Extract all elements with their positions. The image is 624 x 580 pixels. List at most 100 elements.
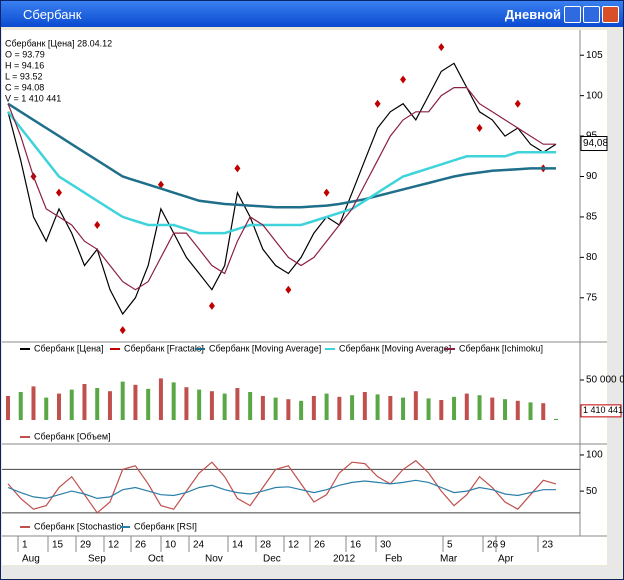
window-title: Сбербанк	[23, 7, 82, 22]
date-label: 23	[542, 540, 554, 551]
date-label: 29	[80, 540, 92, 551]
volume-bar	[171, 382, 176, 420]
month-label: Feb	[385, 554, 403, 565]
volume-tag-label: 1 410 441	[583, 405, 623, 415]
fractal-marker	[400, 75, 407, 84]
volume-bar	[528, 402, 533, 420]
volume-bar	[146, 388, 151, 420]
maximize-button[interactable]	[583, 6, 600, 23]
volume-bar	[477, 395, 482, 420]
series-line	[7, 459, 557, 514]
volume-bar	[413, 391, 418, 420]
series-line	[7, 62, 557, 316]
legend-label: Сбербанк [RSI]	[134, 521, 197, 531]
fractal-marker	[157, 180, 164, 189]
volume-bar	[56, 393, 61, 420]
y-tick-label: 80	[586, 252, 598, 263]
series-line	[7, 479, 556, 500]
fractal-marker	[119, 326, 126, 335]
legend-label: Сбербанк [Stochastic]	[34, 521, 123, 531]
month-label: Oct	[148, 554, 164, 565]
y-tick-label: 85	[586, 212, 598, 223]
month-label: Mar	[440, 554, 458, 565]
fractal-marker	[208, 301, 215, 310]
volume-bar	[133, 384, 138, 420]
date-label: 10	[165, 540, 177, 551]
volume-bar	[273, 397, 278, 420]
timeframe[interactable]: Дневной	[504, 7, 561, 22]
month-label: Dec	[263, 554, 281, 565]
date-label: 28	[260, 540, 272, 551]
volume-bar	[184, 387, 189, 420]
volume-bar	[490, 397, 495, 420]
legend-label: Сбербанк [Цена]	[34, 343, 104, 353]
volume-bar	[515, 400, 520, 420]
chart-area	[2, 30, 607, 565]
volume-bar	[452, 396, 457, 420]
y-tick-label: 50	[586, 486, 598, 497]
info-text: V = 1 410 441	[5, 93, 61, 103]
volume-bar	[69, 389, 74, 420]
fractal-marker	[55, 188, 62, 197]
close-button[interactable]	[602, 6, 619, 23]
y-tick-label: 90	[586, 171, 598, 182]
fractal-marker	[234, 164, 241, 173]
volume-bar	[44, 397, 49, 420]
y-tick-label: 50 000 000	[586, 375, 624, 386]
volume-bar	[95, 388, 100, 420]
volume-bar	[401, 397, 406, 420]
volume-bar	[6, 396, 10, 420]
series-line	[7, 111, 556, 235]
date-label: 30	[380, 540, 392, 551]
volume-bar	[107, 391, 112, 420]
volume-bar	[222, 393, 227, 420]
volume-bar	[439, 400, 444, 420]
date-label: 16	[350, 540, 362, 551]
volume-bar	[337, 396, 342, 420]
month-label: Nov	[205, 554, 223, 565]
horizontal-scrollbar[interactable]	[2, 566, 620, 578]
volume-bar	[362, 392, 367, 420]
volume-bar	[260, 396, 265, 420]
date-label: 24	[193, 540, 205, 551]
volume-bar	[286, 399, 291, 420]
date-label: 12	[288, 540, 300, 551]
month-label: Apr	[498, 554, 514, 565]
volume-bar	[299, 400, 304, 420]
minimize-button[interactable]	[564, 6, 581, 23]
legend-label: Сбербанк [Ichimoku]	[459, 343, 543, 353]
volume-bar	[209, 391, 214, 420]
volume-bar	[311, 396, 316, 420]
volume-bar	[503, 399, 508, 420]
volume-bar	[375, 394, 380, 420]
volume-bar	[18, 392, 23, 420]
volume-bar	[541, 403, 546, 420]
volume-bar	[197, 389, 202, 420]
price-tag-label: 94,08	[583, 138, 608, 149]
volume-bar	[31, 386, 36, 420]
fractal-marker	[323, 188, 330, 197]
fractal-marker	[374, 99, 381, 108]
volume-bar	[426, 398, 431, 420]
month-label: 2012	[333, 554, 356, 565]
fractal-marker	[514, 99, 521, 108]
volume-bar	[248, 392, 253, 420]
date-label: 26	[487, 540, 499, 551]
y-tick-label: 75	[586, 292, 598, 303]
info-text: H = 94.16	[5, 60, 44, 70]
legend-label: Сбербанк [Fractals]	[124, 343, 204, 353]
fractal-marker	[285, 285, 292, 294]
month-label: Sep	[88, 554, 106, 565]
fractal-marker	[476, 123, 483, 132]
title-bar: Сбербанк Дневной	[1, 1, 623, 27]
date-label: 9	[500, 540, 506, 551]
series-line	[7, 87, 556, 291]
date-label: 12	[108, 540, 120, 551]
vertical-scrollbar[interactable]	[608, 30, 620, 565]
fractal-marker	[94, 221, 101, 230]
date-label: 15	[52, 540, 64, 551]
month-label: Aug	[22, 554, 40, 565]
series-line	[7, 102, 556, 209]
y-tick-label: 100	[586, 90, 603, 101]
